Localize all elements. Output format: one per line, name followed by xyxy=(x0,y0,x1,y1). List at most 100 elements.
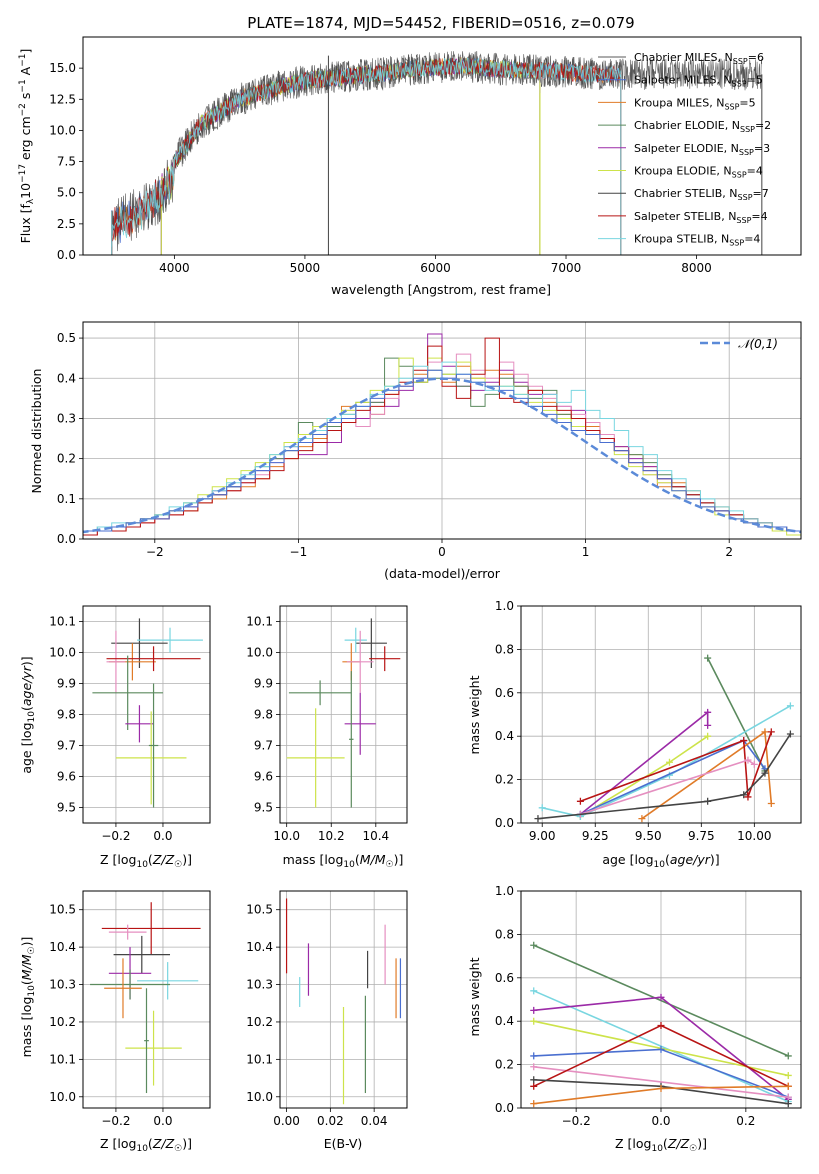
spectrum-xlabel: wavelength [Angstrom, rest frame] xyxy=(331,282,551,297)
plus-marker xyxy=(786,702,794,710)
y-tick-label: 9.6 xyxy=(254,770,273,784)
mass-vs-Z-panel: −0.2 0.0 10.0 10.1 10.2 10.3 10.4 10.5 Z [log10… xyxy=(19,890,211,1154)
plus-marker xyxy=(750,760,758,768)
legend-subscript: SSP xyxy=(729,239,744,248)
y-tick-label: 0.5 xyxy=(57,331,76,345)
y-tick-label: 1.0 xyxy=(495,884,514,898)
weight-vs-Z-plot-area: −0.2 0.0 0.2 0.0 0.2 0.4 0.6 0.8 1.0 xyxy=(495,884,802,1128)
weight-series-line xyxy=(580,731,773,803)
plot-content xyxy=(92,618,203,808)
legend-value: =4 xyxy=(747,165,763,178)
x-tick-label: 9.00 xyxy=(529,829,556,843)
errorbar-point xyxy=(92,655,163,730)
y-tick-label: 0.2 xyxy=(495,773,514,787)
x-tick-label: 0 xyxy=(438,545,446,559)
errorbar-point xyxy=(346,630,374,693)
y-tick-label: 0.1 xyxy=(57,492,76,506)
y-tick-label: 10.1 xyxy=(246,615,273,629)
plot-content xyxy=(530,941,792,1108)
y-tick-label: 10.3 xyxy=(49,978,76,992)
plus-marker xyxy=(530,1100,538,1108)
errorbar-point xyxy=(344,692,376,755)
x-tick-label: 2 xyxy=(725,545,733,559)
x-tick-label: 9.25 xyxy=(582,829,609,843)
x-tick-label: −0.2 xyxy=(562,1114,591,1128)
y-tick-label: 9.8 xyxy=(254,708,273,722)
weight-vs-age-xlabel: age [log10(age/yr)] xyxy=(602,852,719,870)
errorbar-point xyxy=(344,627,367,653)
x-tick-label: 10.00 xyxy=(737,829,771,843)
legend-value: =5 xyxy=(747,74,763,87)
plus-marker xyxy=(657,1022,665,1030)
legend-label: Salpeter STELIB, NSSP=4 xyxy=(634,210,768,225)
y-tick-label: 9.9 xyxy=(254,677,273,691)
y-tick-label: 10.2 xyxy=(246,1015,273,1029)
x-tick-label: −0.2 xyxy=(101,829,130,843)
errorbar-point xyxy=(137,962,199,1000)
residuals-panel: −2 −1 0 1 2 0.0 0.1 0.2 0.3 0.4 0.5 𝒩(0,1) (data-mo… xyxy=(29,321,802,581)
legend-label: Chabrier STELIB, NSSP=7 xyxy=(634,187,769,202)
weight-vs-Z-ylabel: mass weight xyxy=(467,957,482,1036)
errorbar-point xyxy=(90,969,171,1000)
normal-reference-curve xyxy=(83,377,801,534)
plus-marker xyxy=(530,1006,538,1014)
weight-series-line xyxy=(542,705,791,818)
x-tick-label: 7000 xyxy=(551,261,582,275)
x-tick-label: 5000 xyxy=(290,261,321,275)
x-tick-label: 0.02 xyxy=(317,1114,344,1128)
plus-marker xyxy=(530,1052,538,1060)
errorbar-point xyxy=(125,1010,182,1086)
y-tick-label: 10.0 xyxy=(49,123,76,137)
plus-marker xyxy=(530,941,538,949)
legend-subscript: SSP xyxy=(733,57,748,66)
plot-content xyxy=(90,902,201,1094)
errorbar-point xyxy=(144,988,149,1094)
y-tick-label: 10.5 xyxy=(49,903,76,917)
y-tick-label: 9.7 xyxy=(254,739,273,753)
plus-marker xyxy=(534,815,542,823)
x-tick-label: 10.2 xyxy=(318,829,345,843)
y-tick-label: 0.3 xyxy=(57,411,76,425)
plot-content xyxy=(285,898,402,1105)
errorbar-point xyxy=(108,924,147,940)
weight-vs-age-plot-area: 9.00 9.25 9.50 9.75 10.00 0.0 0.2 0.4 0.6 0.8 1.0 xyxy=(495,599,802,843)
y-tick-label: 0.8 xyxy=(495,642,514,656)
x-tick-label: 8000 xyxy=(681,261,712,275)
plus-marker xyxy=(530,1017,538,1025)
age-vs-Z-ylabel: age [log10(age/yr)] xyxy=(19,656,37,773)
plus-marker xyxy=(767,799,775,807)
legend-subscript: SSP xyxy=(732,171,747,180)
plus-marker xyxy=(784,1082,792,1090)
plus-marker xyxy=(657,1084,665,1092)
legend-subscript: SSP xyxy=(740,125,755,134)
residuals-ylabel: Normed distribution xyxy=(29,369,44,494)
residuals-plot-area: −2 −1 0 1 2 0.0 0.1 0.2 0.3 0.4 0.5 𝒩(0,1) xyxy=(57,321,802,559)
legend-label: Chabrier MILES, NSSP=6 xyxy=(634,51,764,66)
weight-vs-Z-xlabel: Z [log10(Z/Z☉)] xyxy=(615,1136,707,1154)
plot-content xyxy=(286,618,401,808)
spectrum-panel: PLATE=1874, MJD=54452, FIBERID=0516, z=0… xyxy=(18,14,802,297)
errorbar-point xyxy=(148,683,159,808)
axes-frame xyxy=(279,890,408,1109)
x-tick-label: 0.0 xyxy=(153,1114,172,1128)
x-tick-label: 10.0 xyxy=(273,829,300,843)
axes-frame xyxy=(82,890,211,1109)
x-tick-label: −0.2 xyxy=(101,1114,130,1128)
x-tick-label: 0.2 xyxy=(736,1114,755,1128)
x-tick-label: −1 xyxy=(290,545,308,559)
y-tick-label: 9.7 xyxy=(57,739,76,753)
y-tick-label: 0.0 xyxy=(495,816,514,830)
legend-value: =5 xyxy=(739,96,755,109)
plus-marker xyxy=(740,791,748,799)
legend-value: =4 xyxy=(751,210,767,223)
y-tick-label: 0.2 xyxy=(57,452,76,466)
x-tick-label: 9.50 xyxy=(635,829,662,843)
y-tick-label: 15.0 xyxy=(49,61,76,75)
legend-subscript: SSP xyxy=(738,193,753,202)
weight-vs-age-panel: 9.00 9.25 9.50 9.75 10.000.00.20.40.60.81.0 … xyxy=(467,599,802,870)
spectrum-plot-area: 4000 5000 6000 7000 8000 0.0 2.5 5.0 7.5 10.0 12.5… xyxy=(49,36,802,275)
plot-content xyxy=(111,51,763,255)
y-tick-label: 0.6 xyxy=(495,686,514,700)
legend-value: =3 xyxy=(754,142,770,155)
y-tick-label: 0.0 xyxy=(495,1101,514,1115)
